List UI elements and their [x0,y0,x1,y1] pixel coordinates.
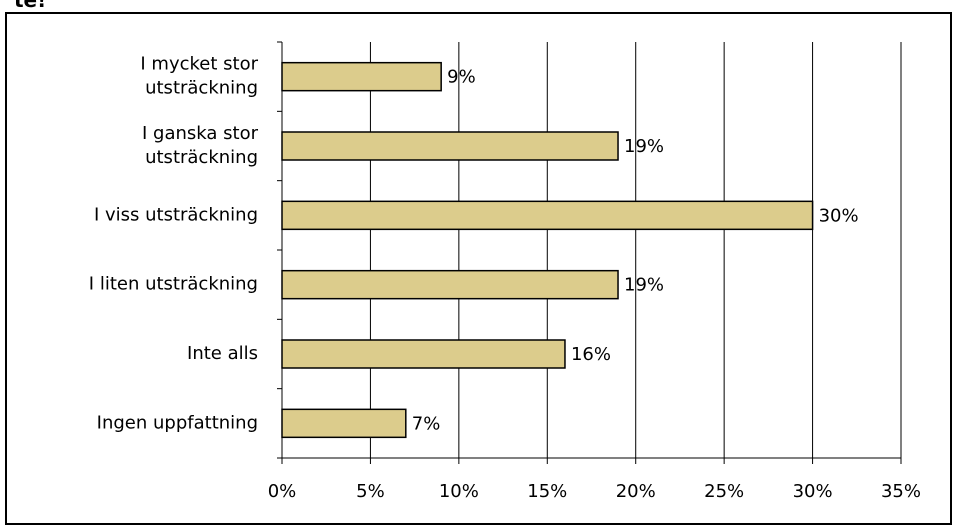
data-label: 19% [624,275,664,296]
x-tick-label: 20% [616,481,656,502]
data-label: 19% [624,136,664,157]
category-label: I liten utsträckning [89,274,258,295]
x-tick-label: 25% [704,481,744,502]
bar [281,339,566,369]
x-tick-label: 35% [881,481,921,502]
bar [281,200,814,231]
x-tick-label: 5% [356,481,385,502]
bar [281,131,619,161]
bar [281,408,407,439]
x-tick-label: 15% [527,481,567,502]
data-label: 30% [819,205,859,226]
bar [281,269,619,300]
category-label: Inte alls [187,343,258,364]
category-label: Ingen uppfattning [97,412,258,433]
x-tick-label: 0% [268,481,297,502]
chart-title-clipped: te! [14,0,47,12]
category-label: I ganska stor utsträckning [142,123,259,168]
data-label: 7% [412,413,441,434]
x-tick-label: 30% [793,481,833,502]
bar [281,61,442,92]
chart-frame [5,12,952,525]
x-tick-label: 10% [439,481,479,502]
category-label: I mycket stor utsträckning [140,54,258,99]
data-label: 16% [571,344,611,365]
data-label: 9% [447,67,476,88]
category-label: I viss utsträckning [94,204,258,225]
